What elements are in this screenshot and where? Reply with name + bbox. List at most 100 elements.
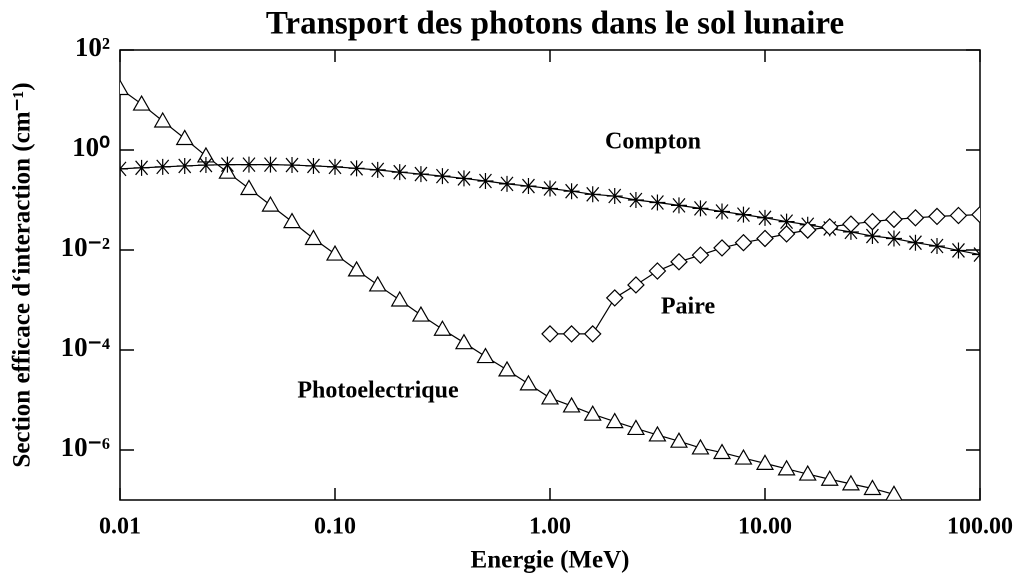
marker	[949, 206, 968, 225]
x-tick-label: 0.10	[314, 514, 356, 540]
marker	[542, 180, 558, 197]
marker	[648, 425, 667, 442]
marker	[284, 157, 301, 174]
marker	[755, 454, 775, 470]
marker	[519, 374, 538, 391]
marker	[605, 412, 624, 429]
x-axis-label: Energie (MeV)	[471, 547, 630, 574]
marker	[369, 161, 386, 178]
marker	[712, 443, 732, 460]
marker	[735, 206, 752, 223]
marker	[627, 192, 644, 208]
marker	[219, 156, 236, 173]
marker	[864, 228, 881, 245]
marker	[885, 485, 903, 500]
marker	[798, 464, 817, 481]
x-tick-label: 1.00	[529, 514, 571, 540]
y-tick-label: 10⁻²	[61, 232, 110, 262]
marker	[950, 242, 967, 259]
marker	[368, 275, 387, 292]
marker	[756, 229, 774, 248]
marker	[972, 246, 980, 263]
marker	[691, 246, 710, 264]
marker	[477, 172, 494, 189]
marker	[562, 325, 581, 343]
marker	[390, 290, 409, 307]
y-axis-label: Section efficace d‘interaction (cm⁻¹)	[9, 82, 36, 467]
marker	[520, 178, 537, 195]
series-label: Paire	[661, 294, 716, 320]
marker	[120, 79, 130, 96]
y-tick-label: 10⁰	[72, 132, 110, 162]
marker	[454, 333, 474, 350]
marker	[885, 230, 902, 247]
marker	[885, 210, 903, 229]
marker	[929, 238, 946, 255]
marker	[906, 208, 925, 227]
marker	[261, 195, 280, 212]
y-tick-label: 10²	[75, 32, 110, 62]
marker	[540, 388, 560, 405]
series-line	[120, 164, 980, 256]
marker	[777, 225, 796, 243]
marker	[282, 212, 302, 229]
marker	[907, 234, 924, 251]
y-tick-label: 10⁻⁴	[61, 332, 110, 362]
marker	[841, 474, 860, 491]
marker	[348, 160, 365, 177]
series-line	[120, 87, 895, 495]
y-tick-label: 10⁻⁶	[61, 432, 110, 462]
marker	[497, 360, 517, 377]
marker	[606, 188, 623, 205]
series-label: Photoelectrique	[297, 378, 459, 404]
marker	[455, 170, 472, 187]
marker	[175, 129, 194, 146]
marker	[863, 479, 882, 496]
marker	[176, 157, 193, 174]
marker	[584, 186, 601, 203]
marker	[692, 200, 709, 217]
marker	[325, 244, 345, 261]
marker	[778, 213, 795, 230]
marker	[820, 218, 839, 236]
marker	[842, 215, 860, 233]
marker	[863, 212, 882, 231]
marker	[133, 159, 150, 176]
marker	[132, 94, 151, 111]
marker	[153, 111, 172, 128]
marker	[562, 396, 581, 413]
marker	[605, 289, 624, 307]
marker	[154, 158, 171, 175]
plot-area	[120, 79, 980, 500]
marker	[434, 168, 451, 185]
marker	[626, 419, 645, 436]
marker	[670, 197, 687, 214]
marker	[120, 160, 128, 177]
marker	[928, 207, 946, 226]
marker	[669, 431, 689, 448]
marker	[391, 164, 408, 181]
marker	[411, 305, 430, 322]
marker	[433, 320, 452, 336]
marker	[347, 260, 366, 277]
marker	[670, 252, 688, 271]
marker	[476, 347, 495, 364]
marker	[734, 233, 753, 252]
marker	[627, 276, 645, 294]
marker	[583, 325, 602, 343]
marker	[499, 175, 516, 192]
chart-title: Transport des photons dans le sol lunair…	[266, 6, 844, 42]
marker	[239, 179, 259, 196]
marker	[305, 157, 322, 174]
marker	[262, 156, 279, 173]
plot-frame	[119, 49, 981, 501]
marker	[798, 221, 817, 239]
marker	[971, 205, 980, 224]
marker	[713, 239, 731, 257]
marker	[734, 448, 753, 465]
marker	[541, 325, 559, 343]
marker	[649, 194, 666, 211]
marker	[777, 459, 796, 476]
x-tick-label: 0.01	[99, 514, 141, 540]
